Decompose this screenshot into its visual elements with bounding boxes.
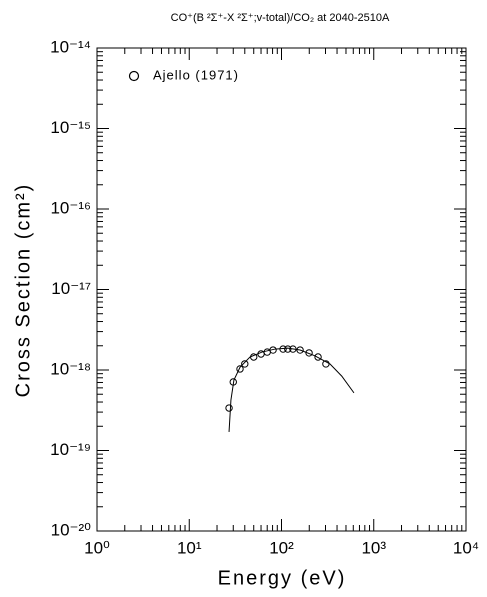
x-tick-label: 10³: [361, 538, 386, 557]
plot-frame: [96, 47, 467, 532]
chart-title: CO⁺(B ²Σ⁺-X ²Σ⁺;v-total)/CO₂ at 2040-251…: [171, 12, 390, 24]
y-axis-label: Cross Section (cm²): [12, 183, 34, 398]
legend-marker: [128, 70, 140, 82]
y-tick-label: 10⁻¹⁵: [50, 118, 91, 137]
x-tick-label: 10⁰: [84, 538, 110, 557]
data-point: [314, 353, 322, 361]
y-tick-label: 10⁻¹⁴: [50, 37, 91, 56]
data-point: [236, 365, 244, 373]
legend-label: Ajello (1971): [153, 67, 239, 82]
y-tick-label: 10⁻¹⁸: [50, 359, 91, 378]
fit-line: [228, 347, 355, 432]
y-tick-label: 10⁻¹⁹: [50, 440, 91, 459]
x-tick-label: 10²: [269, 538, 294, 557]
y-tick-label: 10⁻²⁰: [51, 520, 92, 539]
data-point: [225, 404, 233, 412]
x-tick-label: 10¹: [177, 538, 202, 557]
x-tick-label: 10⁴: [453, 538, 479, 557]
data-point: [241, 360, 249, 368]
y-tick-label: 10⁻¹⁶: [50, 198, 91, 217]
y-tick-label: 10⁻¹⁷: [51, 279, 91, 298]
data-point: [305, 349, 313, 357]
x-axis-label: Energy (eV): [218, 567, 347, 589]
